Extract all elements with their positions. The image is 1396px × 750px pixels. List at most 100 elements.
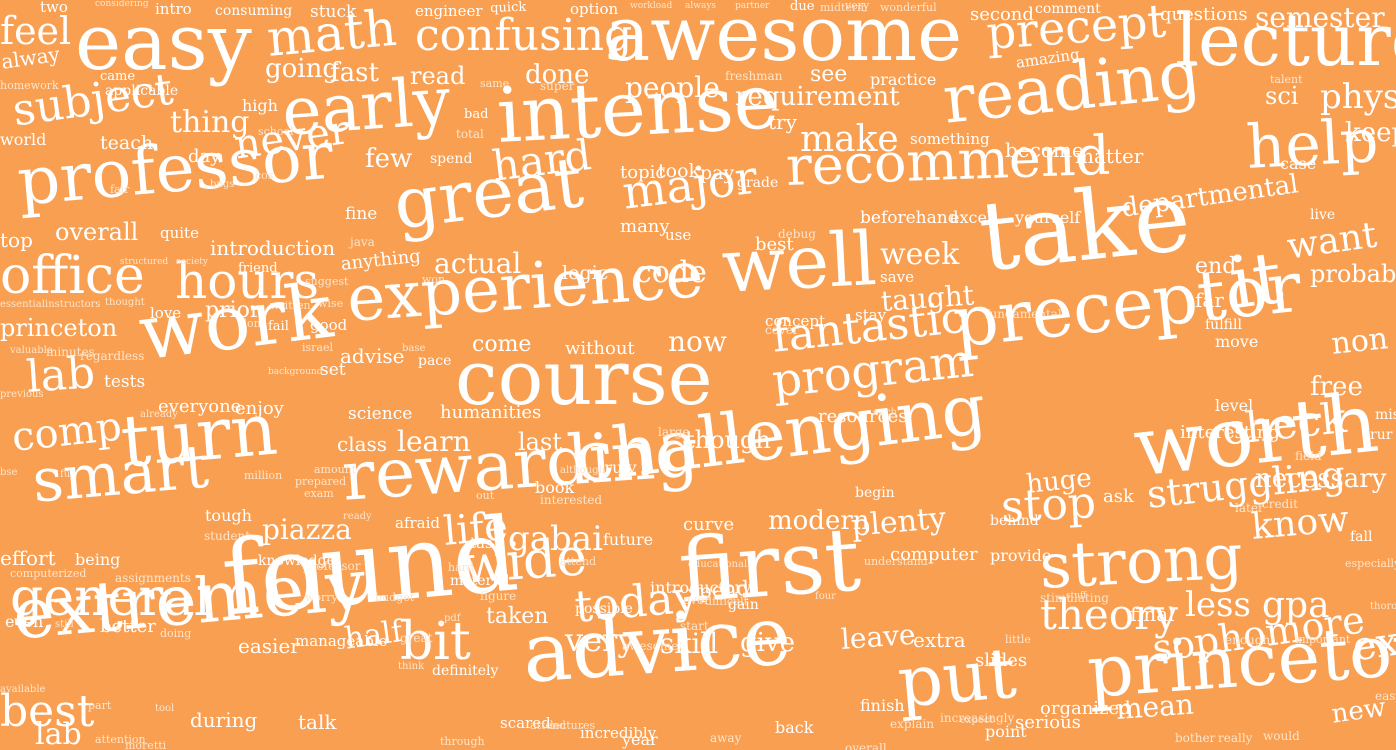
cloud-word: total: [456, 127, 484, 141]
cloud-word: little: [1005, 633, 1031, 646]
cloud-word: work: [134, 265, 337, 378]
cloud-word: enjoy: [235, 398, 284, 419]
cloud-word: educational: [688, 559, 748, 570]
cloud-word: class: [337, 432, 388, 456]
cloud-word: make: [800, 119, 899, 160]
cloud-word: want: [1284, 214, 1380, 268]
cloud-word: introductory: [650, 578, 752, 597]
cloud-word: subject: [9, 63, 177, 137]
cloud-word: bit: [400, 612, 471, 672]
cloud-word: few: [365, 144, 413, 174]
cloud-word: organized: [1040, 698, 1131, 719]
cloud-word: gabai: [508, 519, 603, 559]
cloud-word: finish: [860, 696, 905, 715]
cloud-word: manageable: [295, 632, 388, 650]
cloud-word: advice: [519, 588, 794, 702]
cloud-word: reading: [939, 35, 1205, 139]
cloud-word: attend: [560, 555, 597, 568]
cloud-word: already: [140, 409, 178, 420]
cloud-word: effort: [0, 546, 56, 570]
cloud-word: came: [100, 69, 136, 84]
cloud-word: thing: [170, 105, 250, 140]
cloud-word: suggest: [305, 275, 349, 288]
cloud-word: sci: [1265, 82, 1299, 110]
cloud-word: attention: [95, 733, 146, 746]
cloud-word: friend: [238, 261, 278, 276]
cloud-word: same: [480, 77, 510, 90]
cloud-word: cos: [255, 169, 274, 182]
cloud-word: week: [880, 237, 960, 272]
cloud-word: alway: [0, 41, 62, 74]
cloud-word: slides: [975, 650, 1028, 671]
cloud-word: still: [55, 619, 74, 630]
cloud-word: applicable: [105, 83, 179, 99]
cloud-word: definitely: [432, 663, 499, 679]
cloud-word: advise: [340, 344, 405, 368]
cloud-word: think: [398, 661, 425, 672]
cloud-word: explain: [890, 717, 935, 731]
cloud-word: school: [258, 125, 294, 138]
cloud-word: code: [635, 255, 707, 290]
cloud-word: workload: [630, 1, 673, 11]
cloud-word: bad: [464, 107, 489, 122]
cloud-word: semester: [1255, 1, 1385, 34]
cloud-word: thoroughly: [1370, 601, 1396, 612]
cloud-word: difficult: [705, 595, 749, 608]
cloud-word: stuck: [310, 2, 357, 22]
cloud-word: easier: [238, 634, 300, 658]
cloud-word: probably: [1310, 260, 1396, 288]
cloud-word: won: [422, 273, 446, 286]
cloud-word: stuff: [1066, 591, 1087, 601]
cloud-word: though: [685, 426, 771, 454]
cloud-word: set: [320, 360, 346, 380]
cloud-word: thought: [105, 297, 145, 308]
cloud-word: stay: [855, 306, 887, 324]
cloud-word: lectures: [550, 719, 596, 732]
cloud-word: serious: [1015, 712, 1081, 733]
cloud-word: course: [455, 333, 713, 422]
cloud-word: part: [88, 699, 112, 712]
cloud-word: excel: [950, 208, 993, 227]
cloud-word: took: [658, 160, 701, 182]
cloud-word: stimulating: [1040, 591, 1109, 605]
cloud-word: high: [242, 96, 278, 115]
cloud-word: lecture: [1175, 0, 1396, 82]
cloud-word: concept: [765, 312, 825, 330]
cloud-word: being: [75, 550, 121, 569]
cloud-word: assignments: [115, 571, 191, 585]
cloud-word: end: [1195, 254, 1237, 279]
cloud-word: great: [389, 140, 588, 246]
cloud-word: learn: [397, 425, 471, 458]
cloud-word: plenty: [849, 500, 948, 544]
cloud-word: engineer: [415, 2, 483, 20]
cloud-word: comment: [1035, 1, 1101, 17]
cloud-word: field: [1295, 449, 1322, 463]
cloud-word: increasingly: [940, 711, 1015, 725]
cloud-word: pace: [418, 353, 452, 369]
cloud-word: major: [619, 149, 761, 220]
cloud-word: feel: [0, 9, 72, 53]
cloud-word: dont: [240, 317, 266, 330]
cloud-word: material: [450, 573, 510, 589]
cloud-word: provide: [990, 546, 1052, 565]
cloud-word: regardless: [80, 349, 145, 363]
cloud-word: fine: [345, 204, 378, 224]
cloud-word: valuable: [10, 345, 53, 356]
cloud-word: far: [1195, 288, 1224, 312]
cloud-word: professor: [303, 559, 361, 573]
cloud-word: exam: [304, 487, 334, 500]
cloud-word: moretti: [125, 739, 167, 750]
cloud-word: professor: [14, 116, 337, 221]
cloud-word: afraid: [395, 514, 441, 532]
cloud-word: best: [755, 234, 794, 255]
cloud-word: lab: [35, 717, 82, 750]
cloud-word: due: [790, 0, 815, 14]
cloud-word: love: [150, 304, 182, 322]
cloud-word: practice: [870, 70, 937, 89]
cloud-word: spend: [430, 151, 473, 167]
cloud-word: student: [204, 529, 251, 543]
cloud-word: although: [560, 465, 605, 476]
cloud-word: possible: [575, 601, 633, 617]
cloud-word: better: [100, 616, 156, 637]
cloud-word: out: [476, 489, 495, 502]
